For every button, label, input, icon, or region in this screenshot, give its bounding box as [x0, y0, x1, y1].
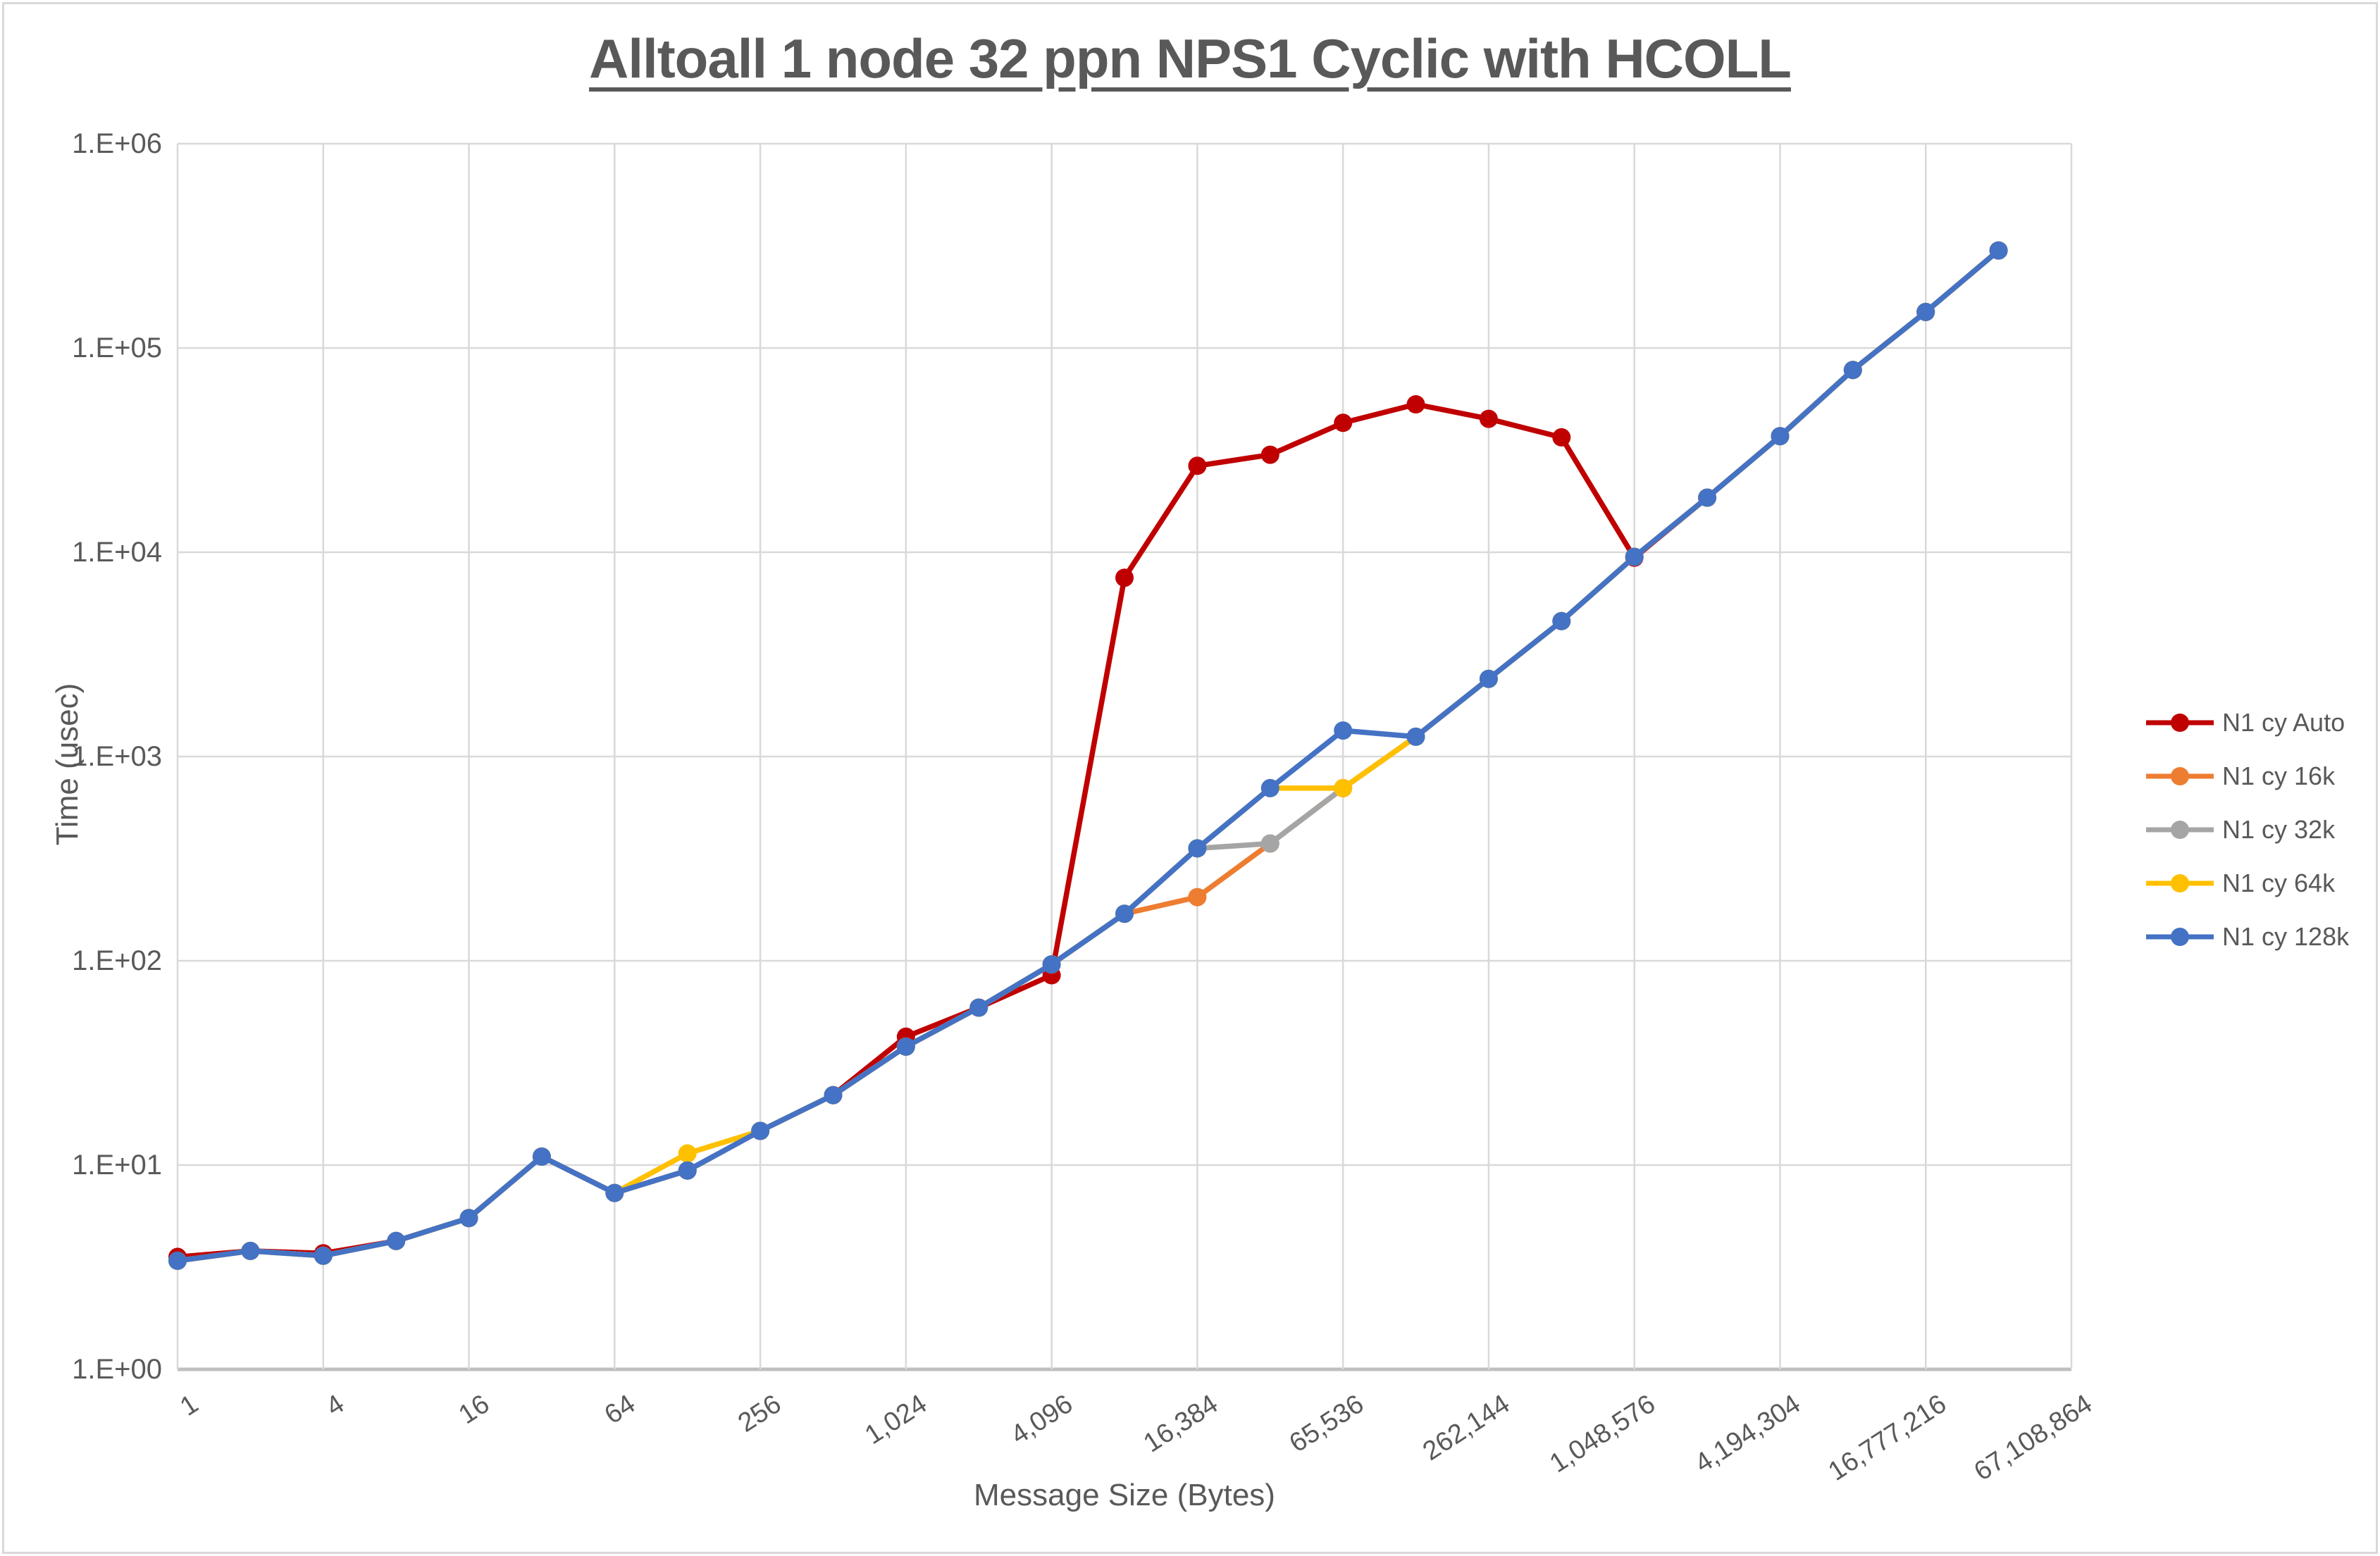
- gridlines: [176, 142, 2073, 1371]
- data-point-n1-cy-128k: [1843, 361, 1862, 380]
- data-point-n1-cy-128k: [969, 998, 988, 1017]
- data-point-n1-cy-128k: [532, 1147, 551, 1166]
- legend-marker: [2171, 928, 2189, 946]
- legend-item-n1-cy-32k[interactable]: N1 cy 32k: [2146, 815, 2349, 844]
- y-tick-label: 1.E+06: [72, 128, 162, 159]
- y-tick-label: 1.E+00: [72, 1354, 162, 1385]
- y-tick-label: 1.E+02: [72, 945, 162, 976]
- data-point-n1-cy-128k: [1042, 955, 1061, 974]
- data-point-n1-cy-128k: [1334, 721, 1353, 740]
- legend-item-n1-cy-64k[interactable]: N1 cy 64k: [2146, 869, 2349, 897]
- data-point-n1-cy-128k: [168, 1251, 187, 1270]
- legend-key-icon: [2146, 874, 2214, 892]
- data-point-n1-cy-128k: [1406, 727, 1425, 746]
- series-line-n1-cy-128k: [175, 247, 2002, 1264]
- legend: N1 cy Auto N1 cy 16k N1 cy 32k N1 cy 64k N1 …: [2146, 708, 2350, 951]
- legend-key-icon: [2146, 714, 2214, 732]
- legend-item-n1-cy-auto[interactable]: N1 cy Auto: [2146, 708, 2349, 737]
- data-point-n1-cy-128k: [824, 1085, 843, 1104]
- y-tick-label: 1.E+03: [72, 741, 162, 772]
- data-point-n1-cy-128k: [1771, 427, 1790, 446]
- data-point-n1-cy-auto: [1406, 395, 1425, 413]
- series-layer: [168, 241, 2008, 1270]
- data-point-n1-cy-64k: [1334, 778, 1353, 797]
- x-axis-title: Message Size (Bytes): [974, 1478, 1275, 1512]
- legend-marker: [2171, 714, 2189, 732]
- legend-label: N1 cy 32k: [2222, 815, 2336, 844]
- legend-marker: [2171, 767, 2189, 785]
- y-tick-label: 1.E+05: [72, 332, 162, 363]
- y-axis-title: Time (usec): [50, 683, 85, 846]
- data-point-n1-cy-128k: [1260, 778, 1279, 797]
- legend-item-n1-cy-16k[interactable]: N1 cy 16k: [2146, 761, 2349, 790]
- data-point-n1-cy-128k: [751, 1121, 770, 1140]
- data-point-n1-cy-64k: [678, 1144, 697, 1163]
- legend-label: N1 cy Auto: [2222, 708, 2345, 737]
- data-point-n1-cy-32k: [1260, 834, 1279, 853]
- data-point-n1-cy-auto: [1479, 409, 1498, 428]
- data-point-n1-cy-auto: [1115, 568, 1134, 587]
- series-markers-n1-cy-128k: [168, 241, 2008, 1270]
- data-point-n1-cy-128k: [605, 1183, 624, 1202]
- data-point-n1-cy-128k: [314, 1246, 333, 1265]
- data-point-n1-cy-128k: [1188, 839, 1207, 858]
- data-point-n1-cy-128k: [1698, 488, 1717, 507]
- series-markers-n1-cy-auto: [168, 241, 2008, 1266]
- data-point-n1-cy-128k: [896, 1037, 915, 1056]
- y-tick-label: 1.E+01: [72, 1150, 162, 1181]
- data-point-n1-cy-128k: [1989, 241, 2008, 260]
- data-point-n1-cy-128k: [1916, 302, 1935, 321]
- data-point-n1-cy-128k: [1479, 669, 1498, 688]
- series-line-n1-cy-auto: [175, 247, 2002, 1260]
- data-point-n1-cy-auto: [1260, 445, 1279, 464]
- legend-key-icon: [2146, 928, 2214, 946]
- legend-key-icon: [2146, 767, 2214, 785]
- data-point-n1-cy-128k: [459, 1209, 478, 1228]
- data-point-n1-cy-128k: [678, 1161, 697, 1180]
- legend-label: N1 cy 64k: [2222, 869, 2336, 897]
- data-point-n1-cy-128k: [1552, 611, 1571, 630]
- data-point-n1-cy-128k: [1625, 547, 1644, 566]
- data-point-n1-cy-auto: [1188, 456, 1207, 475]
- data-point-n1-cy-auto: [1334, 413, 1353, 432]
- data-point-n1-cy-128k: [241, 1241, 260, 1260]
- chart-title: Alltoall 1 node 32 ppn NPS1 Cyclic with …: [589, 27, 1792, 89]
- legend-key-icon: [2146, 821, 2214, 839]
- legend-label: N1 cy 128k: [2222, 922, 2350, 951]
- y-tick-label: 1.E+04: [72, 537, 162, 568]
- legend-marker: [2171, 874, 2189, 892]
- legend-marker: [2171, 821, 2189, 839]
- data-point-n1-cy-128k: [387, 1231, 406, 1250]
- data-point-n1-cy-128k: [1115, 904, 1134, 923]
- data-point-n1-cy-auto: [1552, 428, 1571, 447]
- data-point-n1-cy-16k: [1188, 888, 1207, 907]
- legend-label: N1 cy 16k: [2222, 761, 2336, 790]
- legend-item-n1-cy-128k[interactable]: N1 cy 128k: [2146, 922, 2350, 951]
